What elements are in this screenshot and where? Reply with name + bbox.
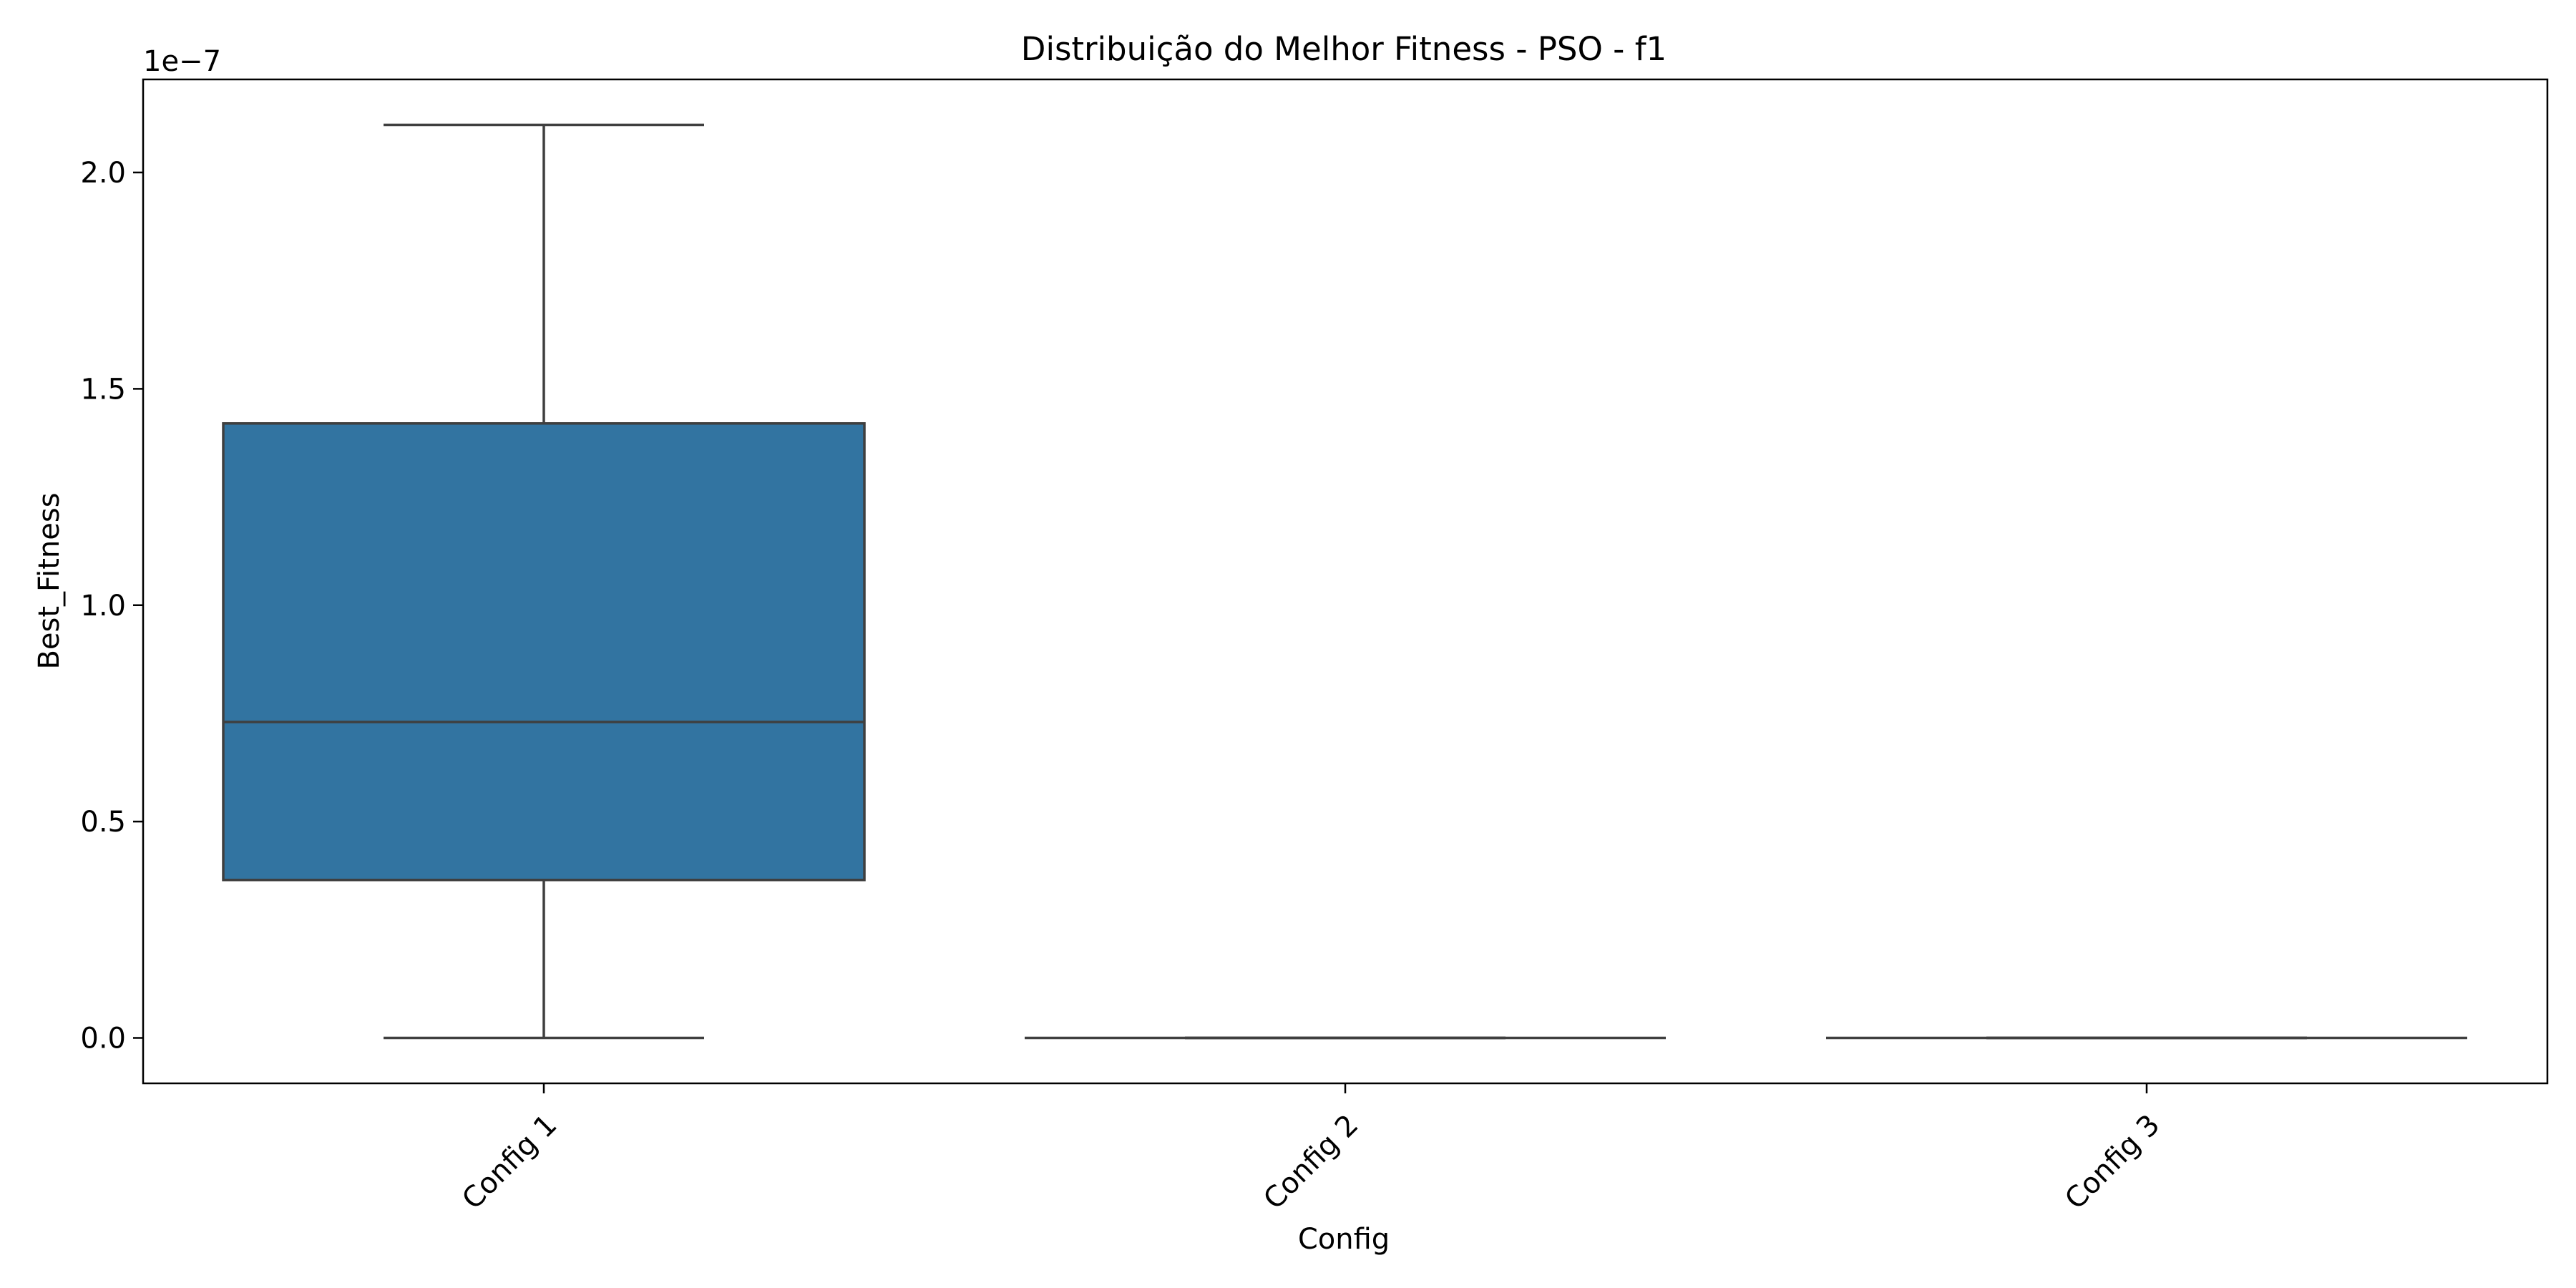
plot-area xyxy=(222,123,2467,1040)
y-tick-label: 1.0 xyxy=(80,590,126,623)
y-tick-label: 2.0 xyxy=(80,157,126,190)
y-axis-scale-label: 1e−7 xyxy=(143,45,221,78)
box-1 xyxy=(222,123,866,1040)
y-tick-label: 1.5 xyxy=(80,373,126,406)
chart-title: Distribuição do Melhor Fitness - PSO - f… xyxy=(1021,30,1667,68)
plot-frame xyxy=(142,78,2549,1085)
y-tick-label: 0.0 xyxy=(80,1023,126,1055)
x-axis-label: Config xyxy=(1298,1223,1390,1256)
box-iqr xyxy=(222,422,866,882)
y-axis-ticks: 0.0 0.5 1.0 1.5 2.0 xyxy=(80,157,143,1055)
y-axis-label: Best_Fitness xyxy=(33,492,66,669)
y-tick-label: 0.5 xyxy=(80,806,126,839)
